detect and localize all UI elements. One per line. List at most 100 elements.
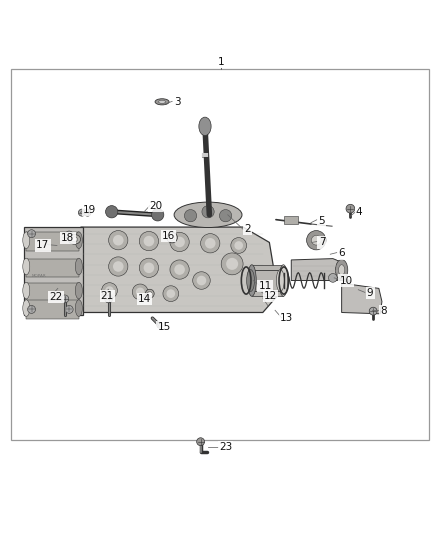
Circle shape (170, 232, 189, 252)
Ellipse shape (75, 258, 82, 275)
Text: 21: 21 (101, 291, 114, 301)
Text: 17: 17 (36, 240, 49, 251)
Text: 1: 1 (218, 56, 225, 67)
Circle shape (167, 232, 177, 243)
Text: 18: 18 (61, 233, 74, 243)
Ellipse shape (71, 237, 78, 242)
Ellipse shape (336, 260, 348, 280)
Circle shape (136, 288, 145, 296)
Circle shape (152, 209, 164, 221)
Circle shape (226, 258, 238, 270)
Circle shape (234, 241, 243, 250)
Circle shape (65, 305, 73, 313)
Ellipse shape (23, 282, 30, 299)
Text: 16: 16 (162, 231, 175, 241)
Circle shape (106, 206, 118, 218)
Text: 2: 2 (244, 224, 251, 235)
Bar (26, 300, 79, 319)
Text: 12: 12 (264, 291, 277, 301)
Circle shape (28, 230, 35, 238)
Circle shape (105, 286, 114, 295)
Text: 6: 6 (338, 248, 345, 259)
Ellipse shape (159, 100, 166, 103)
Text: 10: 10 (339, 276, 353, 286)
Circle shape (144, 236, 154, 246)
Polygon shape (342, 283, 382, 314)
Ellipse shape (23, 258, 30, 275)
Circle shape (197, 276, 206, 285)
Circle shape (311, 236, 321, 245)
Bar (251, 270, 280, 292)
Circle shape (221, 253, 243, 275)
Ellipse shape (276, 270, 284, 292)
Text: 7: 7 (318, 237, 325, 247)
Circle shape (201, 233, 220, 253)
Circle shape (61, 295, 69, 303)
Circle shape (170, 235, 175, 240)
Ellipse shape (75, 300, 82, 317)
Ellipse shape (23, 232, 30, 248)
Text: 13: 13 (280, 313, 293, 323)
Circle shape (105, 295, 113, 303)
Polygon shape (291, 259, 344, 280)
Circle shape (102, 282, 117, 298)
Circle shape (139, 231, 159, 251)
Circle shape (109, 257, 128, 276)
Text: 19: 19 (83, 205, 96, 215)
Text: 20: 20 (149, 201, 162, 211)
Ellipse shape (247, 270, 254, 292)
Circle shape (139, 258, 159, 278)
Bar (26, 232, 79, 251)
Circle shape (84, 209, 91, 216)
Circle shape (184, 209, 197, 222)
Circle shape (148, 292, 152, 296)
Text: 23: 23 (219, 442, 232, 452)
Circle shape (109, 231, 128, 250)
Text: 9: 9 (367, 288, 374, 298)
Circle shape (205, 238, 215, 248)
Text: 3: 3 (174, 97, 181, 107)
Circle shape (132, 284, 148, 300)
Ellipse shape (75, 282, 82, 299)
Text: 14: 14 (138, 294, 151, 304)
Ellipse shape (279, 265, 288, 296)
Ellipse shape (174, 202, 242, 228)
Ellipse shape (75, 232, 82, 248)
Circle shape (193, 272, 210, 289)
Circle shape (219, 209, 232, 222)
Circle shape (113, 261, 124, 272)
Circle shape (231, 238, 247, 253)
Bar (252, 265, 283, 296)
Circle shape (346, 204, 355, 213)
Text: 4: 4 (356, 207, 363, 217)
Ellipse shape (155, 99, 169, 105)
Bar (26, 259, 79, 277)
Ellipse shape (247, 265, 256, 296)
Circle shape (157, 322, 163, 328)
Text: 22: 22 (49, 292, 63, 302)
Circle shape (307, 231, 326, 250)
Circle shape (202, 206, 214, 218)
Circle shape (163, 286, 179, 302)
Circle shape (170, 260, 189, 279)
Ellipse shape (23, 300, 30, 317)
Polygon shape (24, 227, 83, 314)
Circle shape (369, 307, 377, 315)
Circle shape (174, 264, 185, 275)
Circle shape (113, 235, 124, 246)
Circle shape (78, 209, 85, 216)
Ellipse shape (68, 235, 81, 244)
Circle shape (174, 237, 185, 247)
Ellipse shape (339, 265, 345, 275)
Circle shape (145, 289, 154, 298)
Circle shape (166, 289, 175, 298)
Circle shape (28, 305, 35, 313)
Text: MOPAR: MOPAR (31, 274, 46, 278)
Circle shape (197, 438, 205, 446)
Polygon shape (68, 227, 278, 312)
Circle shape (328, 273, 337, 282)
Text: 11: 11 (258, 281, 272, 291)
Text: 5: 5 (318, 215, 325, 225)
Text: 1: 1 (218, 56, 225, 67)
Bar (11, 69, 429, 440)
